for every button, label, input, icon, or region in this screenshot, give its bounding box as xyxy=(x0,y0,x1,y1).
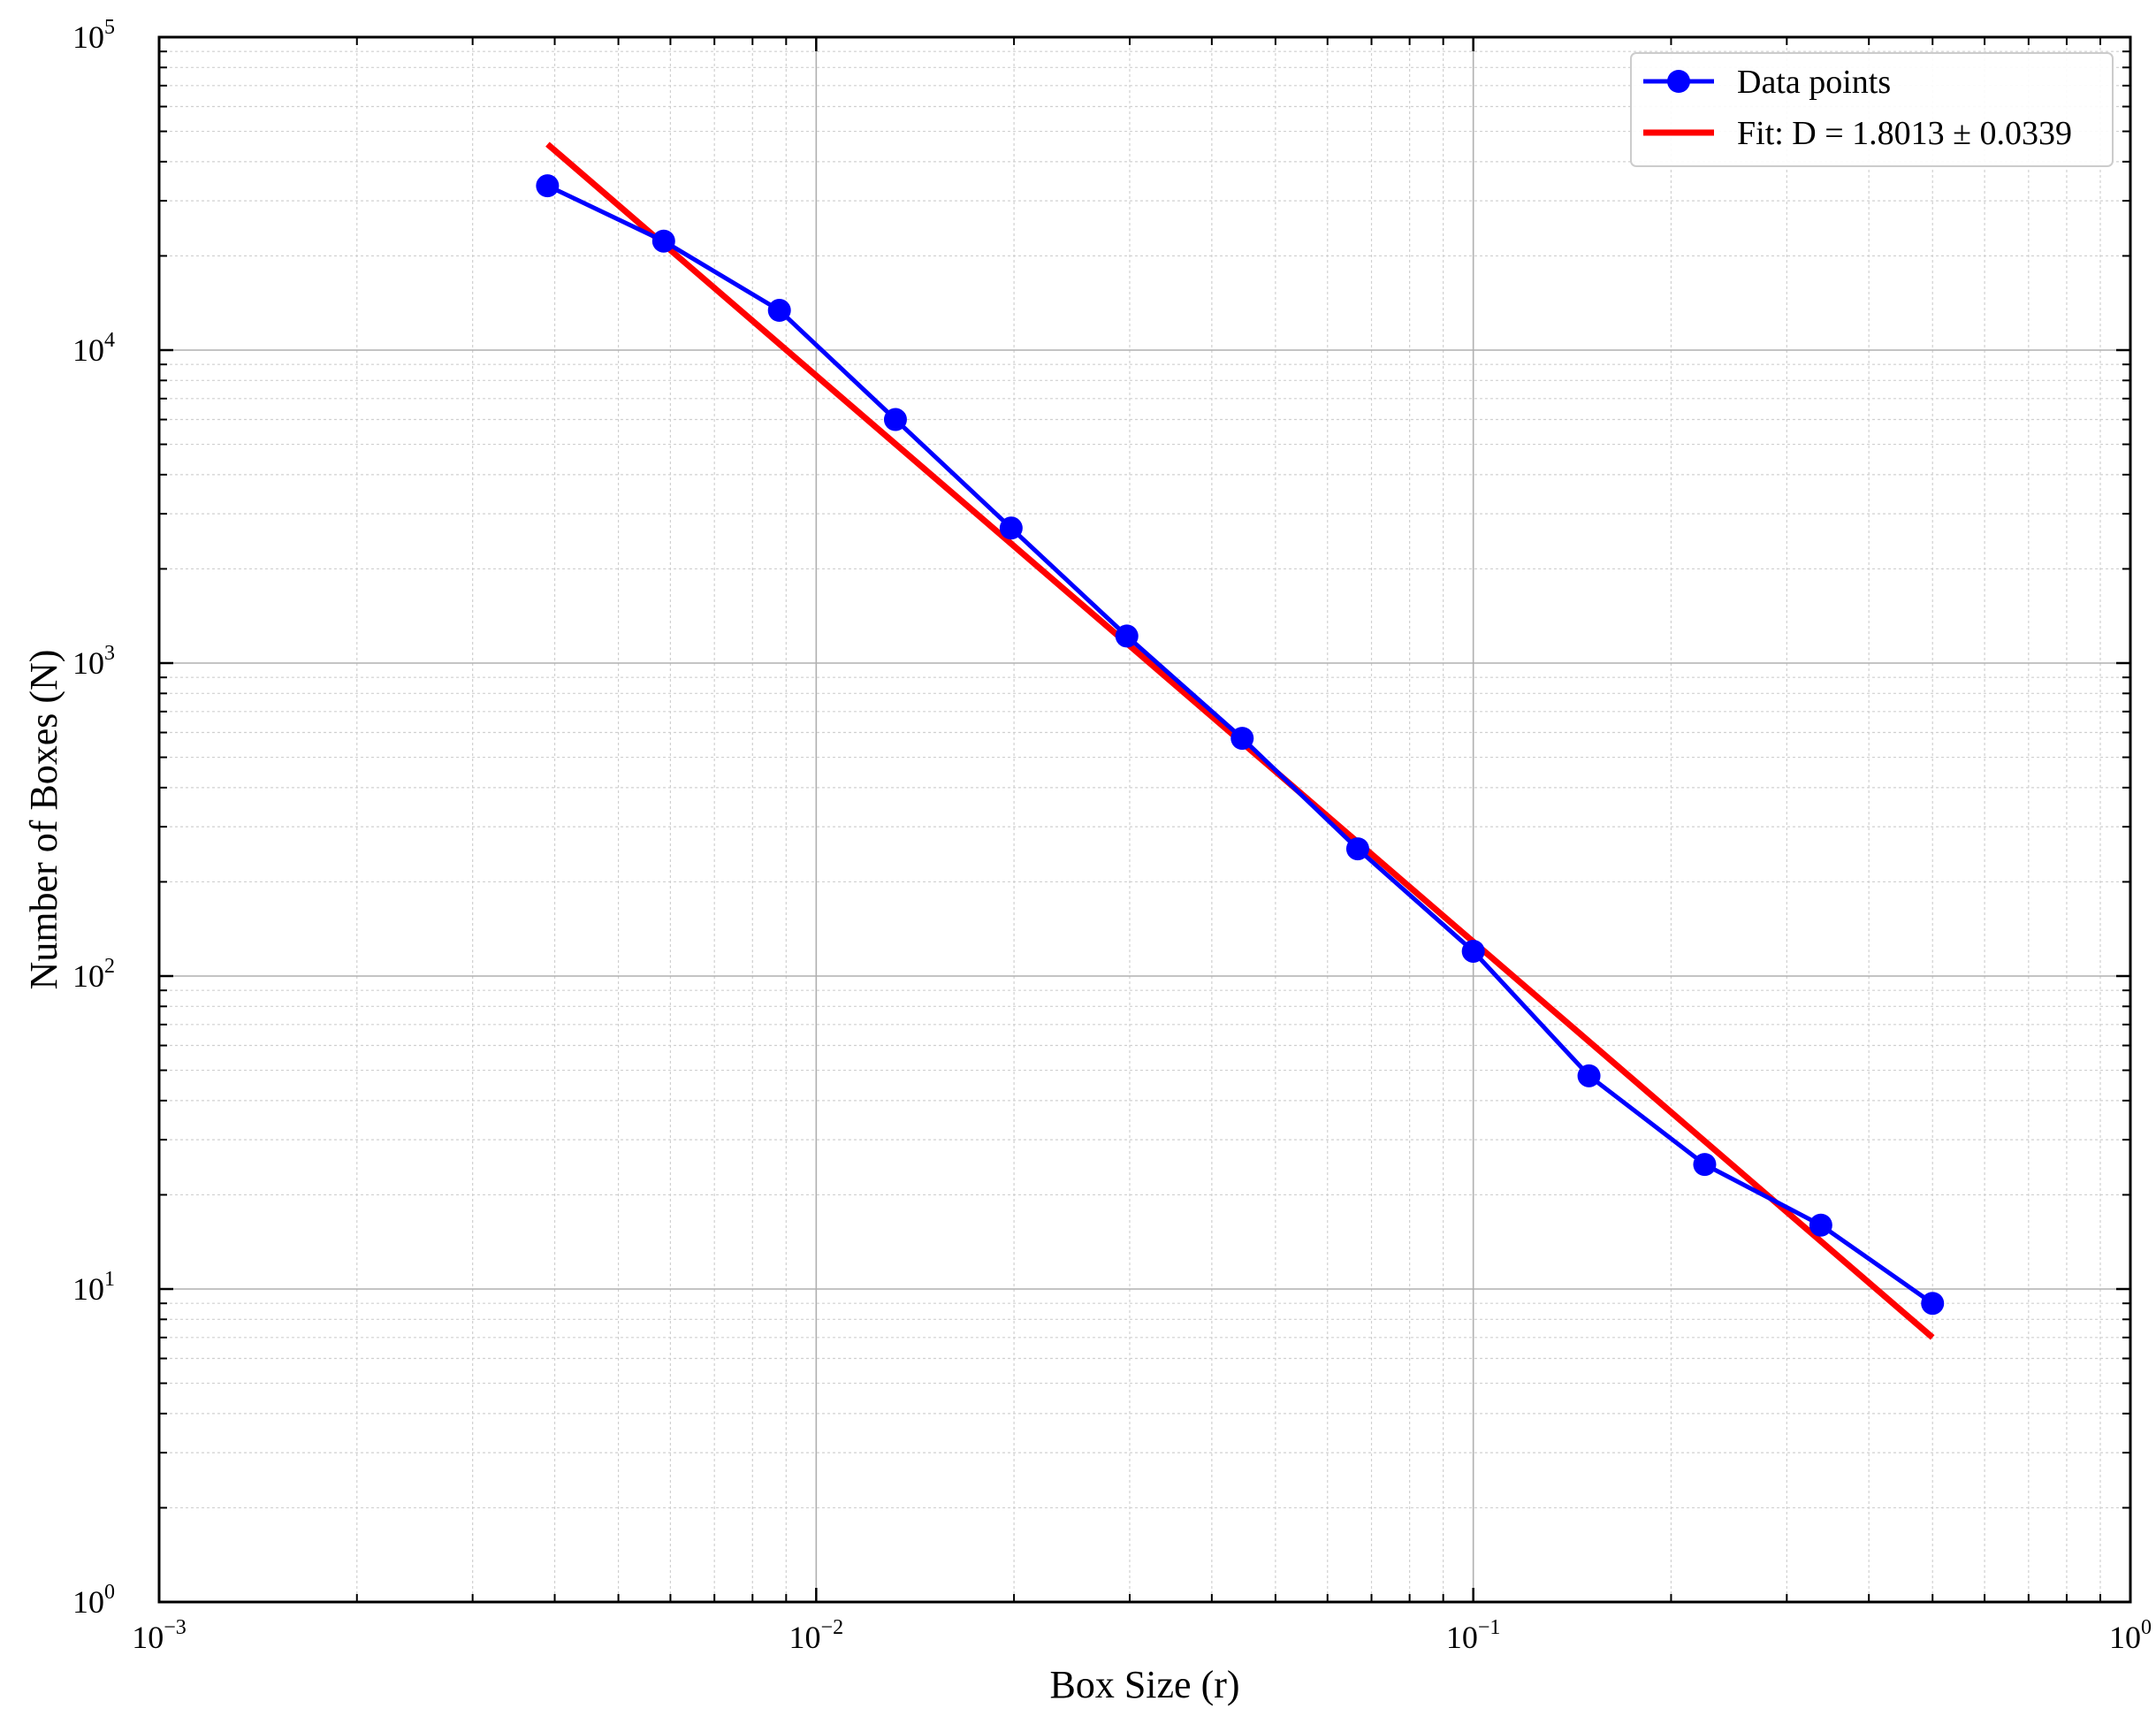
x-tick-label: 10−3 xyxy=(132,1616,187,1655)
legend-label-data-points: Data points xyxy=(1737,64,1891,101)
y-tick-label: 103 xyxy=(72,642,115,681)
data-point xyxy=(1577,1064,1601,1087)
data-point xyxy=(999,516,1023,540)
data-point xyxy=(1115,624,1139,648)
x-tick-label: 10−1 xyxy=(1446,1616,1501,1655)
data-point xyxy=(1230,727,1254,751)
x-axis-label: Box Size (r) xyxy=(1049,1663,1239,1706)
data-point xyxy=(767,299,791,323)
tick-labels: 10−3 10−2 10−1 100 100 101 102 103 104 105 xyxy=(72,16,2152,1655)
y-axis-label: Number of Boxes (N) xyxy=(22,650,65,990)
data-point xyxy=(1809,1213,1832,1237)
legend-marker-data-points xyxy=(1667,70,1690,93)
data-point xyxy=(1345,837,1369,861)
y-tick-label: 104 xyxy=(72,329,115,368)
data-point xyxy=(1461,939,1485,963)
series-layer xyxy=(536,141,1945,1340)
data-point xyxy=(1921,1292,1945,1316)
data-point xyxy=(883,408,907,431)
y-tick-label: 102 xyxy=(72,955,115,994)
plot-frame xyxy=(157,35,2132,1604)
x-tick-label: 100 xyxy=(2109,1616,2152,1655)
y-tick-label: 101 xyxy=(72,1268,115,1307)
data-point xyxy=(651,229,675,253)
y-tick-label: 100 xyxy=(72,1581,115,1620)
axis-ticks xyxy=(157,35,2132,1604)
data-point xyxy=(536,174,560,198)
x-tick-label: 10−2 xyxy=(789,1616,844,1655)
legend-label-fit: Fit: D = 1.8013 ± 0.0339 xyxy=(1737,115,2072,152)
y-tick-label: 105 xyxy=(72,16,115,55)
legend-box xyxy=(1630,52,2114,167)
minor-gridlines xyxy=(159,37,2130,1602)
legend: Data points Fit: D = 1.8013 ± 0.0339 xyxy=(1630,52,2114,167)
data-point xyxy=(1693,1153,1717,1177)
